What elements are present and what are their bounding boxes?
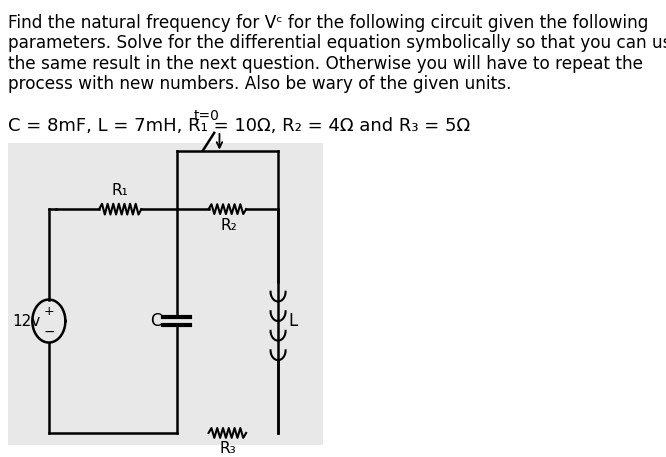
Text: parameters. Solve for the differential equation symbolically so that you can use: parameters. Solve for the differential e…: [7, 34, 666, 52]
Text: C = 8mF, L = 7mH, R₁ = 10Ω, R₂ = 4Ω and R₃ = 5Ω: C = 8mF, L = 7mH, R₁ = 10Ω, R₂ = 4Ω and …: [7, 117, 470, 135]
Text: Find the natural frequency for Vᶜ for the following circuit given the following: Find the natural frequency for Vᶜ for th…: [7, 14, 648, 32]
Text: the same result in the next question. Otherwise you will have to repeat the: the same result in the next question. Ot…: [7, 55, 643, 73]
Text: L: L: [288, 312, 298, 330]
Text: R₃: R₃: [219, 441, 236, 456]
Text: R₁: R₁: [112, 183, 129, 198]
Text: 12v: 12v: [12, 314, 41, 329]
Text: t=0: t=0: [194, 109, 220, 123]
Text: C: C: [150, 312, 161, 330]
Text: +: +: [43, 305, 54, 318]
Text: −: −: [43, 325, 55, 339]
Text: R₂: R₂: [220, 218, 237, 233]
FancyBboxPatch shape: [7, 143, 323, 445]
Text: process with new numbers. Also be wary of the given units.: process with new numbers. Also be wary o…: [7, 75, 511, 93]
